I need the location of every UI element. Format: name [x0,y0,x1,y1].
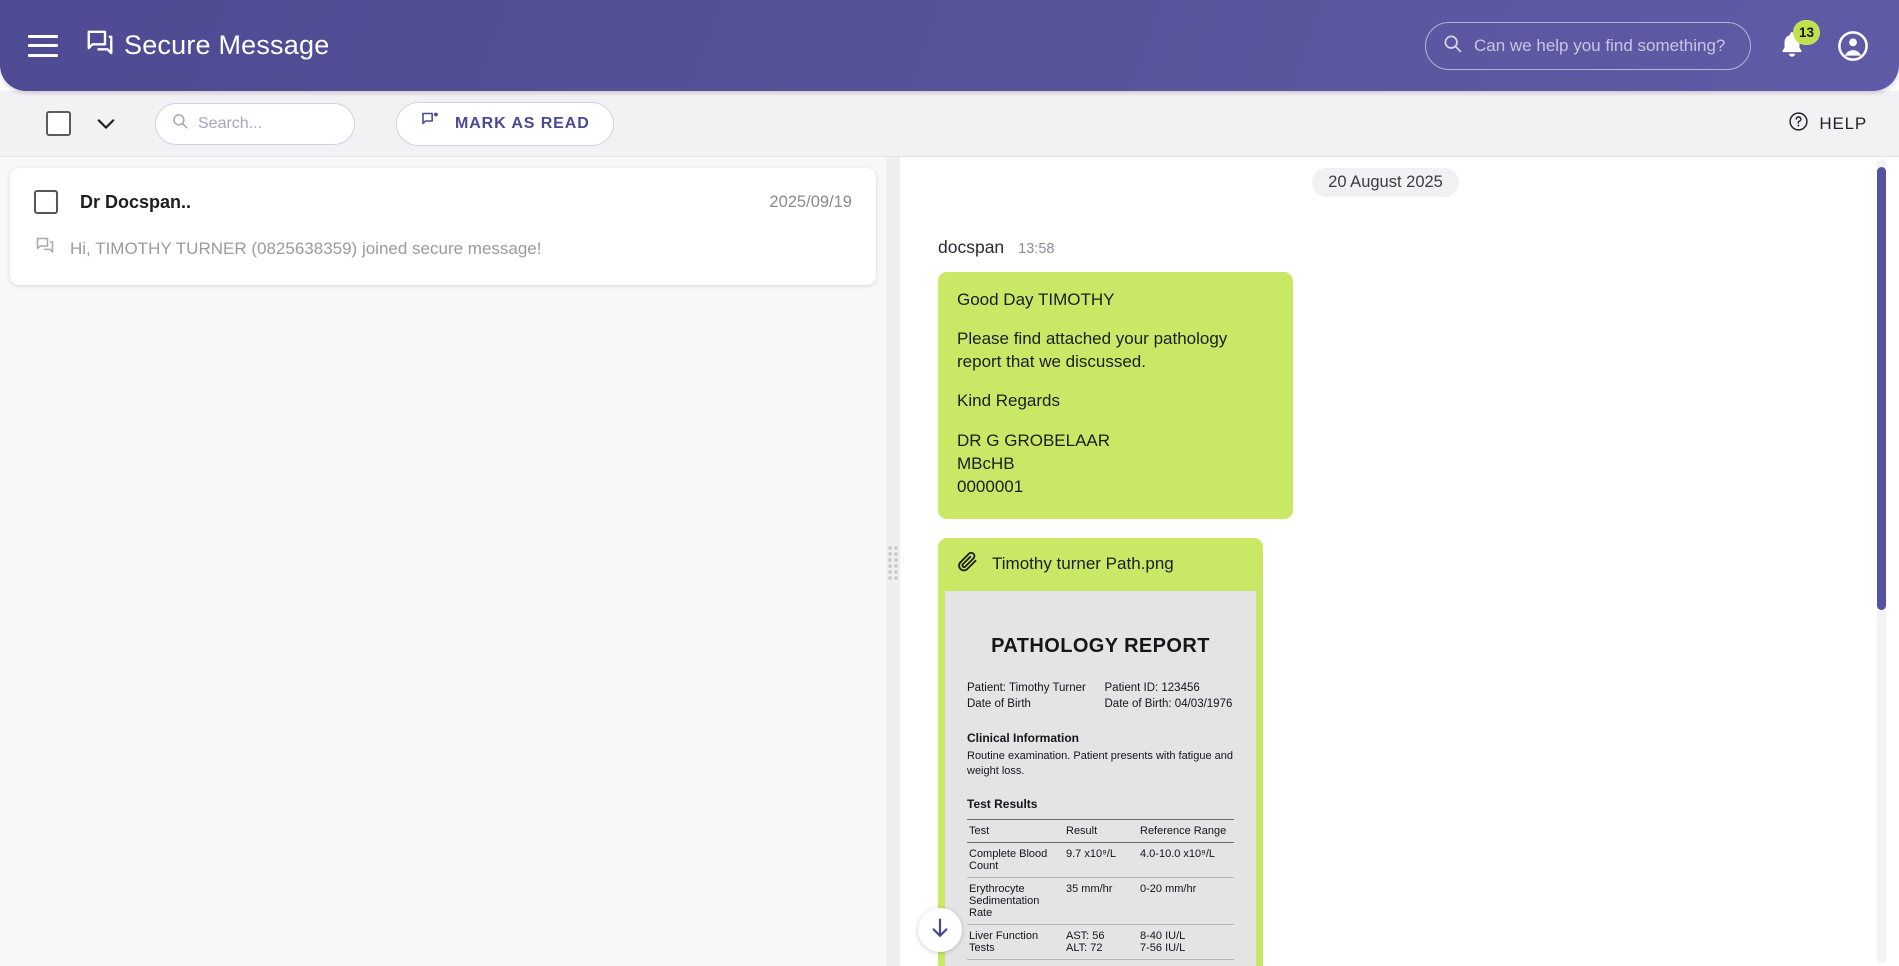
signature-line-2: MBcHB [957,453,1015,473]
list-item-preview: Hi, TIMOTHY TURNER (0825638359) joined s… [34,236,852,261]
row-range: 8-40 IU/L 7-56 IU/L [1138,924,1234,961]
results-col-result: Result [1064,819,1138,844]
bubble-signature: DR G GROBELAAR MBcHB 0000001 [957,430,1274,499]
report-results-heading: Test Results [967,797,1038,812]
report-dob-value: Date of Birth: 04/03/1976 [1104,697,1233,710]
report-clinical-heading: Clinical Information [967,731,1080,746]
report-patient-id: Patient ID: 123456 [1104,681,1200,694]
app-header-left: Secure Message [0,28,329,63]
results-header-row: Test Result Reference Range [967,819,1234,844]
report-clinical-text: Routine examination. Patient presents wi… [967,750,1233,777]
list-item-date: 2025/09/19 [769,192,852,211]
search-icon [1442,33,1463,59]
select-all-checkbox[interactable] [46,111,71,136]
row-range: 0.6-1.3 mg/dL [1138,959,1234,966]
list-toolbar: MARK AS READ HELP [0,91,1899,157]
bell-icon [1777,31,1807,64]
date-divider-row: 20 August 2025 [900,168,1871,197]
bubble-paragraph-greeting: Good Day TIMOTHY [957,290,1115,309]
report-results-table: Test Result Reference Range Complete Blo… [967,819,1234,966]
message-sender-line: docspan 13:58 [938,237,1871,258]
app-title: Secure Message [124,30,330,60]
panel-resize-handle[interactable] [886,157,900,966]
message-sender: docspan [938,237,1005,257]
chevron-down-icon[interactable] [91,114,121,134]
table-row: Complete Blood Count 9.7 x10⁹/L 4.0-10.0… [967,842,1234,879]
report-patient-meta: Patient: Timothy Turner Date of Birth Pa… [967,680,1234,713]
row-result: AST: 56 ALT: 72 [1064,924,1138,961]
workspace: Dr Docspan.. 2025/09/19 Hi, TIMOTHY TURN… [0,157,1899,966]
message-time: 13:58 [1018,241,1055,257]
notifications-button[interactable]: 13 [1777,19,1820,64]
message-select-checkbox[interactable] [34,190,58,214]
help-label: HELP [1819,113,1867,133]
list-item[interactable]: Dr Docspan.. 2025/09/19 Hi, TIMOTHY TURN… [10,168,876,285]
table-row: Liver Function Tests AST: 56 ALT: 72 8-4… [967,924,1234,961]
account-circle-icon[interactable] [1837,30,1869,62]
results-col-range: Reference Range [1138,819,1234,844]
row-range: 4.0-10.0 x10⁹/L [1138,842,1234,879]
row-result: 1.2 mg/dL [1064,959,1138,966]
table-row: Erythrocyte Sedimentation Rate 35 mm/hr … [967,877,1234,926]
hamburger-menu-icon[interactable] [28,34,58,57]
report-dob-label: Date of Birth [967,697,1031,710]
conversation-panel: 20 August 2025 docspan 13:58 Good Day TI… [900,157,1899,966]
signature-line-3: 0000001 [957,476,1024,496]
app-header: Secure Message 13 [0,0,1899,91]
table-row: Creatinine 1.2 mg/dL 0.6-1.3 mg/dL [967,959,1234,966]
list-toolbar-left: MARK AS READ [0,101,614,146]
message-bubble[interactable]: Good Day TIMOTHY Please find attached yo… [938,272,1293,519]
attachment-header: Timothy turner Path.png [938,550,1263,591]
results-table-body: Complete Blood Count 9.7 x10⁹/L 4.0-10.0… [967,842,1234,966]
row-result: 9.7 x10⁹/L [1064,842,1138,879]
chat-bubble-icon [34,236,56,261]
report-meta-right: Patient ID: 123456 Date of Birth: 04/03/… [1097,680,1235,713]
mark-chat-read-icon [420,111,441,136]
list-item-preview-text: Hi, TIMOTHY TURNER (0825638359) joined s… [70,238,542,258]
report-title: PATHOLOGY REPORT [991,634,1210,657]
conversation-scrollbar-thumb[interactable] [1877,167,1886,610]
attachment-preview-image[interactable]: PATHOLOGY REPORT Patient: Timothy Turner… [945,590,1256,966]
row-range: 0-20 mm/hr [1138,877,1234,926]
list-item-sender: Dr Docspan.. [80,191,192,212]
app-header-right: 13 [1425,19,1899,70]
list-search-input[interactable] [198,114,405,133]
arrow-down-icon [928,916,952,945]
help-circle-icon [1788,111,1809,137]
list-search[interactable] [155,102,405,145]
message-list-panel: Dr Docspan.. 2025/09/19 Hi, TIMOTHY TURN… [0,157,886,966]
row-test-name: Erythrocyte Sedimentation Rate [967,877,1064,926]
results-col-test: Test [967,819,1064,844]
bubble-paragraph-body: Please find attached your pathology repo… [957,329,1228,371]
resize-grip-icon [888,546,898,580]
list-item-header: Dr Docspan.. 2025/09/19 [34,190,852,214]
report-meta-left: Patient: Timothy Turner Date of Birth [967,680,1097,713]
mark-as-read-button[interactable]: MARK AS READ [396,101,614,146]
paperclip-icon [956,550,979,578]
message-group: docspan 13:58 Good Day TIMOTHY Please fi… [938,237,1871,966]
row-test-name: Liver Function Tests [967,924,1064,961]
attachment-card[interactable]: Timothy turner Path.png PATHOLOGY REPORT… [938,537,1263,966]
notification-count-badge: 13 [1792,19,1820,45]
conversation-scrollbar-track[interactable] [1877,159,1886,964]
global-search[interactable] [1425,21,1751,70]
row-result: 35 mm/hr [1064,877,1138,926]
mark-as-read-label: MARK AS READ [455,114,590,132]
bubble-paragraph-closing: Kind Regards [957,391,1061,411]
results-table-head: Test Result Reference Range [967,819,1234,844]
app-logo: Secure Message [84,28,329,63]
help-button[interactable]: HELP [1788,111,1867,137]
scroll-to-bottom-button[interactable] [918,908,962,952]
attachment-filename: Timothy turner Path.png [992,553,1174,573]
chat-bubble-icon [84,28,116,63]
conversation-scroll-area: 20 August 2025 docspan 13:58 Good Day TI… [900,157,1871,966]
signature-line-1: DR G GROBELAAR [957,430,1111,450]
global-search-input[interactable] [1474,35,1734,56]
search-icon [171,112,189,135]
report-patient-name: Patient: Timothy Turner [967,681,1086,694]
date-divider: 20 August 2025 [1312,168,1459,197]
row-test-name: Creatinine [967,959,1064,966]
row-test-name: Complete Blood Count [967,842,1064,879]
